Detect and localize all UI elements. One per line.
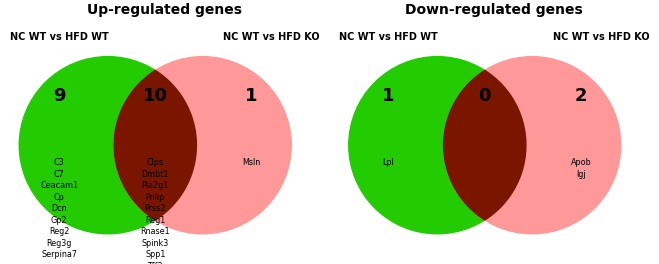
- Ellipse shape: [114, 57, 291, 234]
- Text: Down-regulated genes: Down-regulated genes: [405, 3, 583, 17]
- Text: 1: 1: [245, 87, 258, 106]
- Text: NC WT vs HFD WT: NC WT vs HFD WT: [10, 32, 109, 42]
- Text: Clps
Dmbt1
Pla2g1
Pnlip
Prss2
Reg1
Rnase1
Spink3
Spp1
Tff2: Clps Dmbt1 Pla2g1 Pnlip Prss2 Reg1 Rnase…: [140, 158, 170, 264]
- Polygon shape: [444, 70, 526, 220]
- Polygon shape: [114, 70, 196, 220]
- Text: Up-regulated genes: Up-regulated genes: [87, 3, 243, 17]
- Text: Msln: Msln: [243, 158, 260, 167]
- Text: NC WT vs HFD KO: NC WT vs HFD KO: [553, 32, 649, 42]
- Ellipse shape: [444, 57, 621, 234]
- Text: 10: 10: [143, 87, 168, 106]
- Text: Lpl: Lpl: [383, 158, 395, 167]
- Text: 0: 0: [478, 87, 491, 106]
- Text: 1: 1: [382, 87, 395, 106]
- Ellipse shape: [349, 57, 526, 234]
- Text: Apob
Igj: Apob Igj: [571, 158, 591, 179]
- Ellipse shape: [19, 57, 196, 234]
- Text: C3
C7
Ceacam1
Cp
Dcn
Gp2
Reg2
Reg3g
Serpina7: C3 C7 Ceacam1 Cp Dcn Gp2 Reg2 Reg3g Serp…: [40, 158, 78, 259]
- Text: NC WT vs HFD KO: NC WT vs HFD KO: [223, 32, 320, 42]
- Text: 9: 9: [53, 87, 65, 106]
- Text: 2: 2: [575, 87, 587, 106]
- Text: NC WT vs HFD WT: NC WT vs HFD WT: [339, 32, 438, 42]
